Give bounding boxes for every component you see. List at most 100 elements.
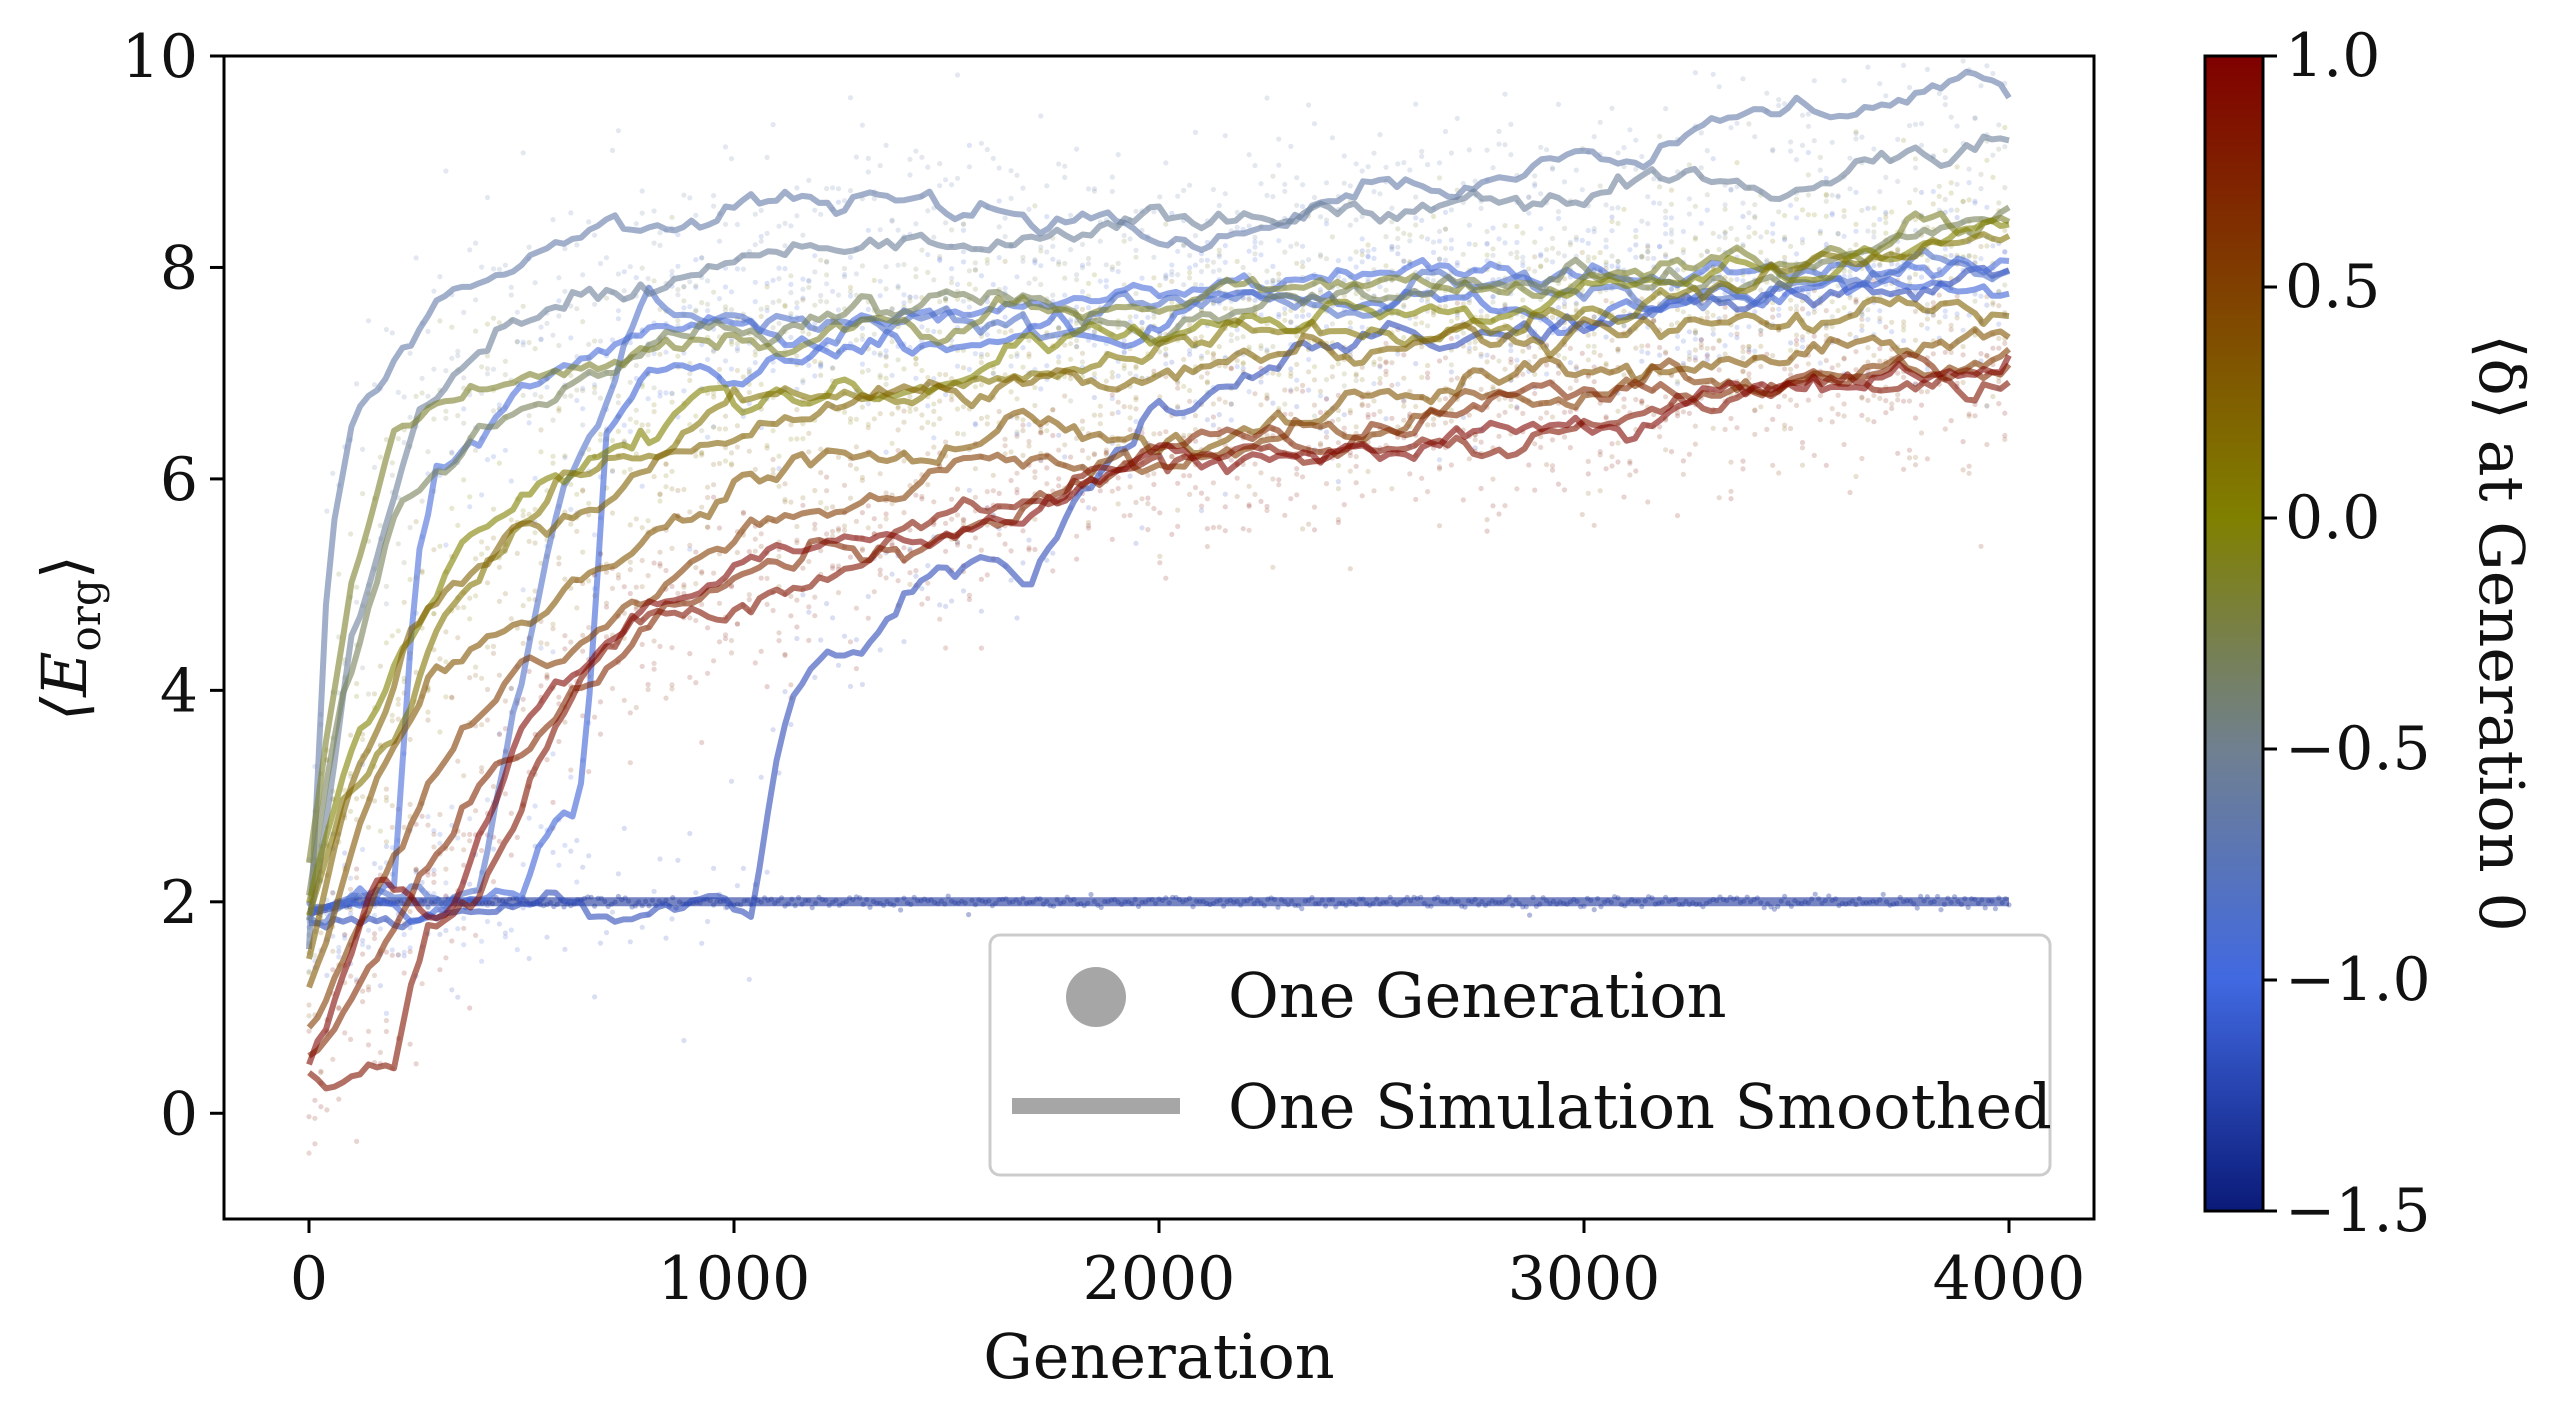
generation-point: [1627, 247, 1633, 253]
generation-point: [1847, 273, 1853, 280]
generation-point: [550, 217, 556, 223]
generation-point: [1704, 345, 1710, 351]
generation-point: [1561, 487, 1568, 493]
generation-point: [1419, 320, 1425, 326]
generation-point: [556, 298, 562, 304]
generation-point: [1353, 424, 1359, 430]
generation-point: [1585, 227, 1591, 234]
generation-point: [1657, 243, 1663, 249]
generation-point: [1264, 192, 1270, 198]
generation-point: [1187, 275, 1193, 281]
generation-point: [520, 706, 526, 712]
generation-point: [645, 686, 651, 693]
generation-point: [615, 128, 622, 134]
generation-point: [1889, 319, 1895, 325]
generation-point: [1175, 405, 1181, 411]
generation-point: [1454, 375, 1460, 381]
generation-point: [895, 227, 901, 233]
generation-point: [901, 408, 907, 414]
generation-point: [395, 696, 401, 702]
generation-point: [722, 413, 729, 419]
generation-point: [1734, 331, 1740, 337]
generation-point: [966, 268, 973, 274]
generation-point: [389, 947, 395, 953]
generation-point: [1395, 244, 1401, 250]
generation-point: [675, 263, 681, 269]
generation-point: [1883, 93, 1889, 99]
generation-point: [1234, 475, 1240, 481]
generation-point: [1020, 417, 1026, 423]
generation-point: [1835, 194, 1841, 200]
generation-point: [1187, 182, 1193, 188]
generation-point: [913, 148, 919, 154]
generation-point: [1645, 350, 1651, 356]
generation-point: [1288, 387, 1294, 393]
generation-point: [740, 865, 747, 872]
generation-point: [633, 516, 639, 522]
generation-point: [1074, 277, 1080, 283]
generation-point: [1918, 322, 1925, 328]
generation-point: [1395, 251, 1401, 257]
generation-point: [1442, 245, 1449, 251]
generation-point: [1532, 183, 1538, 189]
generation-point: [1686, 162, 1692, 168]
generation-point: [693, 283, 699, 289]
generation-point: [841, 265, 848, 272]
generation-point: [1895, 178, 1901, 184]
generation-point: [1377, 356, 1383, 362]
generation-point: [592, 382, 598, 388]
generation-point: [966, 142, 973, 148]
generation-point: [1359, 324, 1365, 330]
generation-point: [770, 122, 776, 128]
generation-point: [1853, 228, 1859, 234]
generation-point: [1484, 241, 1490, 247]
generation-point: [1216, 344, 1222, 350]
generation-point: [835, 526, 842, 532]
generation-point: [1883, 230, 1889, 236]
generation-point: [931, 408, 937, 414]
generation-point: [1169, 268, 1175, 274]
generation-point: [490, 408, 497, 414]
generation-point: [1294, 471, 1300, 477]
generation-point: [1978, 293, 1984, 299]
generation-point: [782, 481, 788, 487]
generation-point: [728, 338, 735, 345]
generation-point: [1323, 324, 1330, 330]
generation-point: [1538, 251, 1544, 257]
generation-point: [473, 556, 479, 562]
generation-point: [1752, 431, 1758, 437]
generation-point: [1609, 454, 1615, 460]
generation-point: [943, 177, 949, 183]
generation-point: [937, 257, 943, 264]
generation-point: [413, 393, 419, 399]
generation-point: [520, 640, 526, 647]
generation-point: [1710, 345, 1716, 351]
generation-point: [1204, 380, 1210, 386]
generation-point: [1294, 386, 1300, 392]
generation-point: [550, 649, 556, 655]
generation-point: [1740, 242, 1746, 248]
generation-point: [1442, 128, 1449, 135]
generation-point: [1091, 342, 1097, 348]
generation-point: [1912, 271, 1919, 277]
generation-point: [1097, 238, 1103, 244]
generation-point: [508, 517, 514, 523]
generation-point: [1692, 234, 1698, 241]
generation-point: [1014, 431, 1020, 437]
generation-point: [1645, 242, 1651, 249]
generation-point: [728, 307, 735, 313]
generation-point: [883, 575, 889, 581]
generation-point: [1347, 222, 1353, 228]
generation-point: [1544, 247, 1550, 253]
generation-point: [1192, 262, 1199, 268]
generation-point: [1091, 394, 1097, 401]
generation-point: [1079, 447, 1086, 454]
generation-point: [1425, 236, 1431, 242]
generation-point: [972, 384, 979, 390]
generation-point: [990, 281, 996, 288]
generation-point: [835, 199, 842, 205]
generation-point: [1163, 575, 1169, 581]
generation-point: [830, 615, 836, 621]
generation-point: [1466, 456, 1472, 462]
generation-point: [1603, 259, 1609, 265]
